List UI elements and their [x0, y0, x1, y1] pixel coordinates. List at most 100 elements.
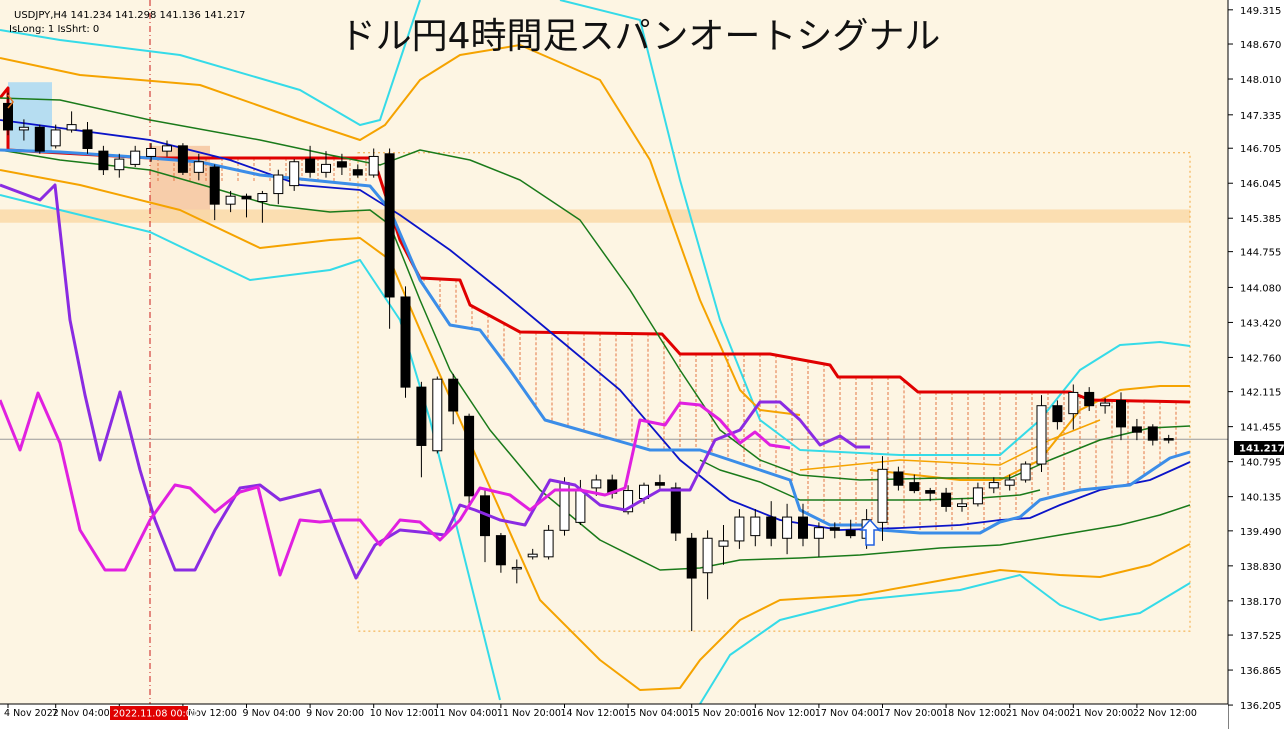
oscillator-layer	[0, 94, 881, 580]
orange-mid	[799, 419, 1101, 471]
bear-candle-body	[1116, 399, 1126, 428]
time-tick-label: 9 Nov 20:00	[306, 708, 364, 719]
bear-candle-body	[909, 482, 920, 492]
candle	[34, 124, 45, 154]
bear-candle-body	[941, 492, 952, 507]
candle	[352, 164, 363, 178]
candle	[177, 143, 188, 176]
bear-candle-body	[384, 153, 395, 298]
candle	[257, 190, 268, 223]
candle	[1131, 418, 1142, 441]
zone-band	[0, 209, 1190, 223]
price-tick-label: 147.335	[1240, 111, 1281, 122]
candle	[845, 519, 856, 539]
bear-candle-body	[209, 166, 220, 205]
candle	[718, 525, 729, 565]
zone-range-box	[357, 152, 1191, 632]
cyan-lower-1	[0, 194, 501, 701]
time-tick-label: 8 Nov 12:00	[179, 708, 237, 719]
price-tick-label: 137.525	[1240, 631, 1281, 642]
candle	[925, 487, 936, 502]
bull-candle-body	[1036, 405, 1047, 465]
candle	[66, 111, 77, 133]
candle	[495, 532, 506, 573]
price-tick-label: 146.045	[1240, 179, 1281, 190]
indicator-lines-layer	[0, 0, 1191, 705]
price-tick-label: 149.315	[1240, 6, 1281, 17]
bull-candle-body	[543, 529, 554, 558]
time-tick-label: 14 Nov 12:00	[561, 708, 625, 719]
price-tick-label: 138.830	[1240, 562, 1281, 573]
candle	[798, 503, 808, 547]
symbol-info: USDJPY,H4 141.234 141.298 141.136 141.21…	[14, 10, 245, 21]
bull-candle-body	[18, 126, 29, 131]
bull-candle-body	[718, 540, 729, 547]
candle	[321, 151, 331, 178]
candle	[829, 522, 840, 539]
time-tick-label: 9 Nov 04:00	[243, 708, 301, 719]
bull-candle-body	[750, 516, 761, 537]
candle	[654, 474, 665, 491]
bear-candle-body	[82, 129, 93, 149]
cyan-lower-2	[699, 574, 1191, 705]
candle	[130, 145, 141, 168]
candle	[766, 501, 777, 547]
candle	[972, 482, 983, 507]
price-tick-label: 148.010	[1240, 75, 1281, 86]
candle	[750, 509, 761, 547]
time-tick-label: 15 Nov 04:00	[624, 708, 688, 719]
bear-candle-body	[448, 378, 459, 412]
candles-layer	[3, 92, 1174, 632]
candle	[384, 148, 395, 329]
candle	[98, 145, 109, 176]
bear-candle-body	[305, 158, 316, 173]
bull-candle-body	[146, 147, 157, 157]
candle	[893, 466, 904, 491]
bull-candle-body	[1020, 463, 1031, 481]
bull-candle-body	[289, 161, 300, 187]
time-axis-bg	[0, 704, 1228, 729]
candle	[670, 482, 681, 541]
bull-candle-body	[527, 553, 538, 558]
bull-candle-body	[321, 163, 331, 173]
bull-candle-body	[193, 161, 204, 173]
candle	[1163, 434, 1174, 444]
time-tick-label: 11 Nov 04:00	[433, 708, 497, 719]
purple-oscillator	[0, 183, 870, 580]
bull-candle-body	[957, 503, 967, 507]
candle	[941, 487, 952, 512]
price-axis: 149.315 148.670 148.010 147.335 146.705 146.0…	[1227, 0, 1284, 729]
candle	[702, 530, 713, 600]
price-axis-bg	[1228, 0, 1284, 729]
price-tick-label: 136.205	[1240, 701, 1281, 712]
bull-candle-body	[162, 145, 172, 152]
candle	[209, 164, 220, 221]
time-tick-label: 18 Nov 12:00	[942, 708, 1006, 719]
bear-candle-body	[241, 195, 252, 200]
candle	[686, 532, 697, 632]
price-tick-label: 142.115	[1240, 388, 1281, 399]
bull-candle-body	[368, 155, 379, 176]
green-mid	[699, 459, 1041, 501]
bear-candle-body	[336, 161, 347, 168]
crosshair-time-label: 2022.11.08 00:00	[113, 709, 198, 720]
bull-candle-body	[702, 537, 713, 574]
bear-candle-body	[845, 529, 856, 537]
time-tick-label: 10 Nov 12:00	[370, 708, 434, 719]
bear-candle-body	[686, 537, 697, 579]
price-tick-label: 146.705	[1240, 144, 1281, 155]
green-lower	[0, 149, 1191, 571]
candle	[957, 498, 967, 512]
bull-candle-body	[813, 527, 824, 539]
crosshair-time-tag: 2022.11.08 00:00	[110, 706, 198, 720]
time-tick-label: 4 Nov 2022	[4, 708, 59, 719]
candle	[368, 148, 379, 178]
chart-title: ドル円4時間足スパンオートシグナル	[340, 16, 941, 57]
current-price-label: 141.217	[1239, 444, 1284, 455]
bear-candle-body	[1163, 438, 1174, 441]
bull-candle-body	[782, 516, 793, 539]
bull-candle-body	[591, 479, 602, 489]
